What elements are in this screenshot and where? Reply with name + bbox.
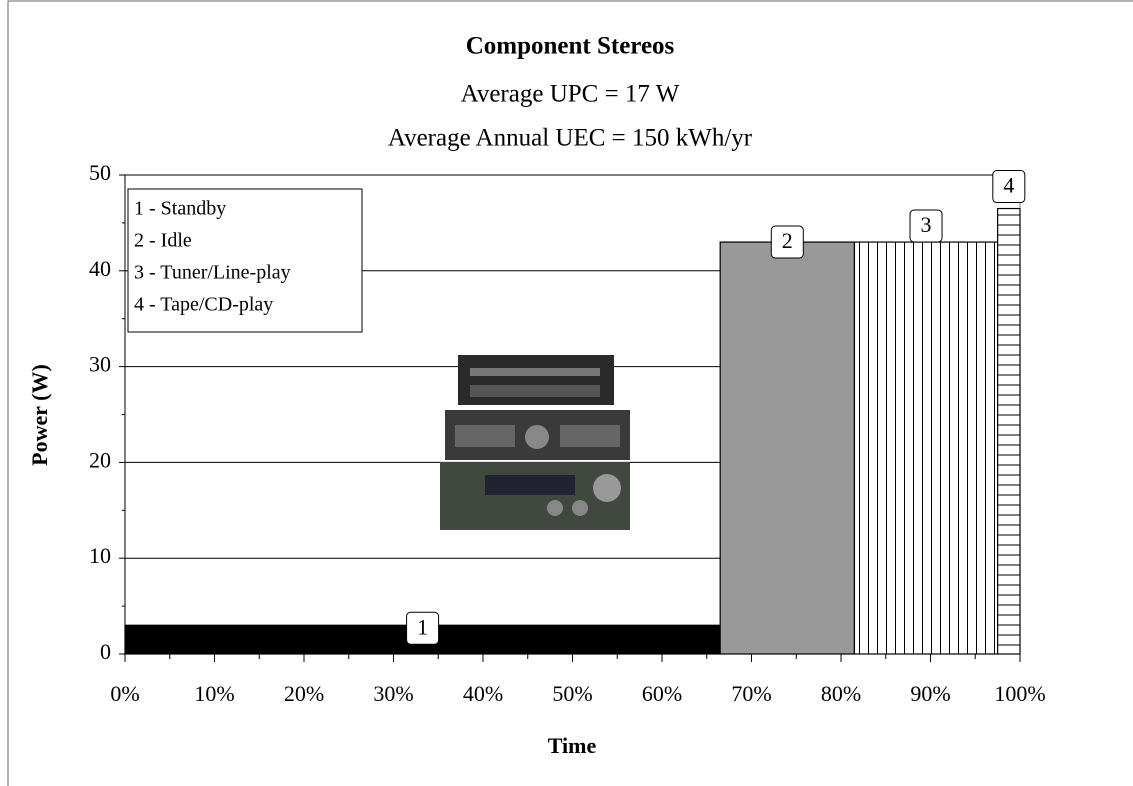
y-tick-label: 40 [89,256,111,281]
bar-label: 4 [1003,173,1014,198]
x-tick-label: 70% [731,681,771,706]
y-tick-label: 10 [89,543,111,568]
plot: 0 10 20 30 40 50 0% 10% 20% 30% 40% 50% 60% 70% 80% 90%… [89,160,1046,706]
legend-box [127,188,363,333]
x-tick-label: 10% [194,681,234,706]
chart-subtitle: Average UPC = 17 W [461,81,680,108]
y-axis-label: Power (W) [27,364,52,466]
legend-entry: 3 - Tuner/Line-play [134,262,291,284]
bar-label-box [992,170,1026,204]
x-tick-label: 100% [994,681,1045,706]
x-tick-label: 0% [110,681,139,706]
x-tick-label: 20% [284,681,324,706]
x-tick-label: 80% [821,681,861,706]
frame [7,0,1133,786]
bar [853,241,999,655]
x-axis-label: Time [548,733,597,758]
legend-entry: 2 - Idle [134,230,192,252]
y-tick-label: 0 [100,639,111,664]
y-tick-label: 20 [89,447,111,472]
x-tick-label: 40% [463,681,503,706]
x-tick-label: 60% [642,681,682,706]
chart-title: Component Stereos [466,33,675,60]
bar-label-box [406,611,440,645]
legend-entry: 1 - Standby [134,198,226,220]
bar-label: 3 [921,212,932,237]
product-photo [440,355,630,530]
bar [719,241,856,655]
x-tick-label: 30% [373,681,413,706]
y-tick-label: 50 [89,160,111,185]
bar-label: 1 [417,614,428,639]
bar-label: 2 [782,228,793,253]
y-tick-label: 30 [89,352,111,377]
legend-entry: 4 - Tape/CD-play [134,294,273,316]
x-tick-label: 90% [910,681,950,706]
x-tick-label: 50% [552,681,592,706]
bar [997,207,1021,655]
bar-label-box [770,225,804,259]
chart-subtitle: Average Annual UEC = 150 kWh/yr [388,125,753,152]
bar-label-box [909,209,943,243]
